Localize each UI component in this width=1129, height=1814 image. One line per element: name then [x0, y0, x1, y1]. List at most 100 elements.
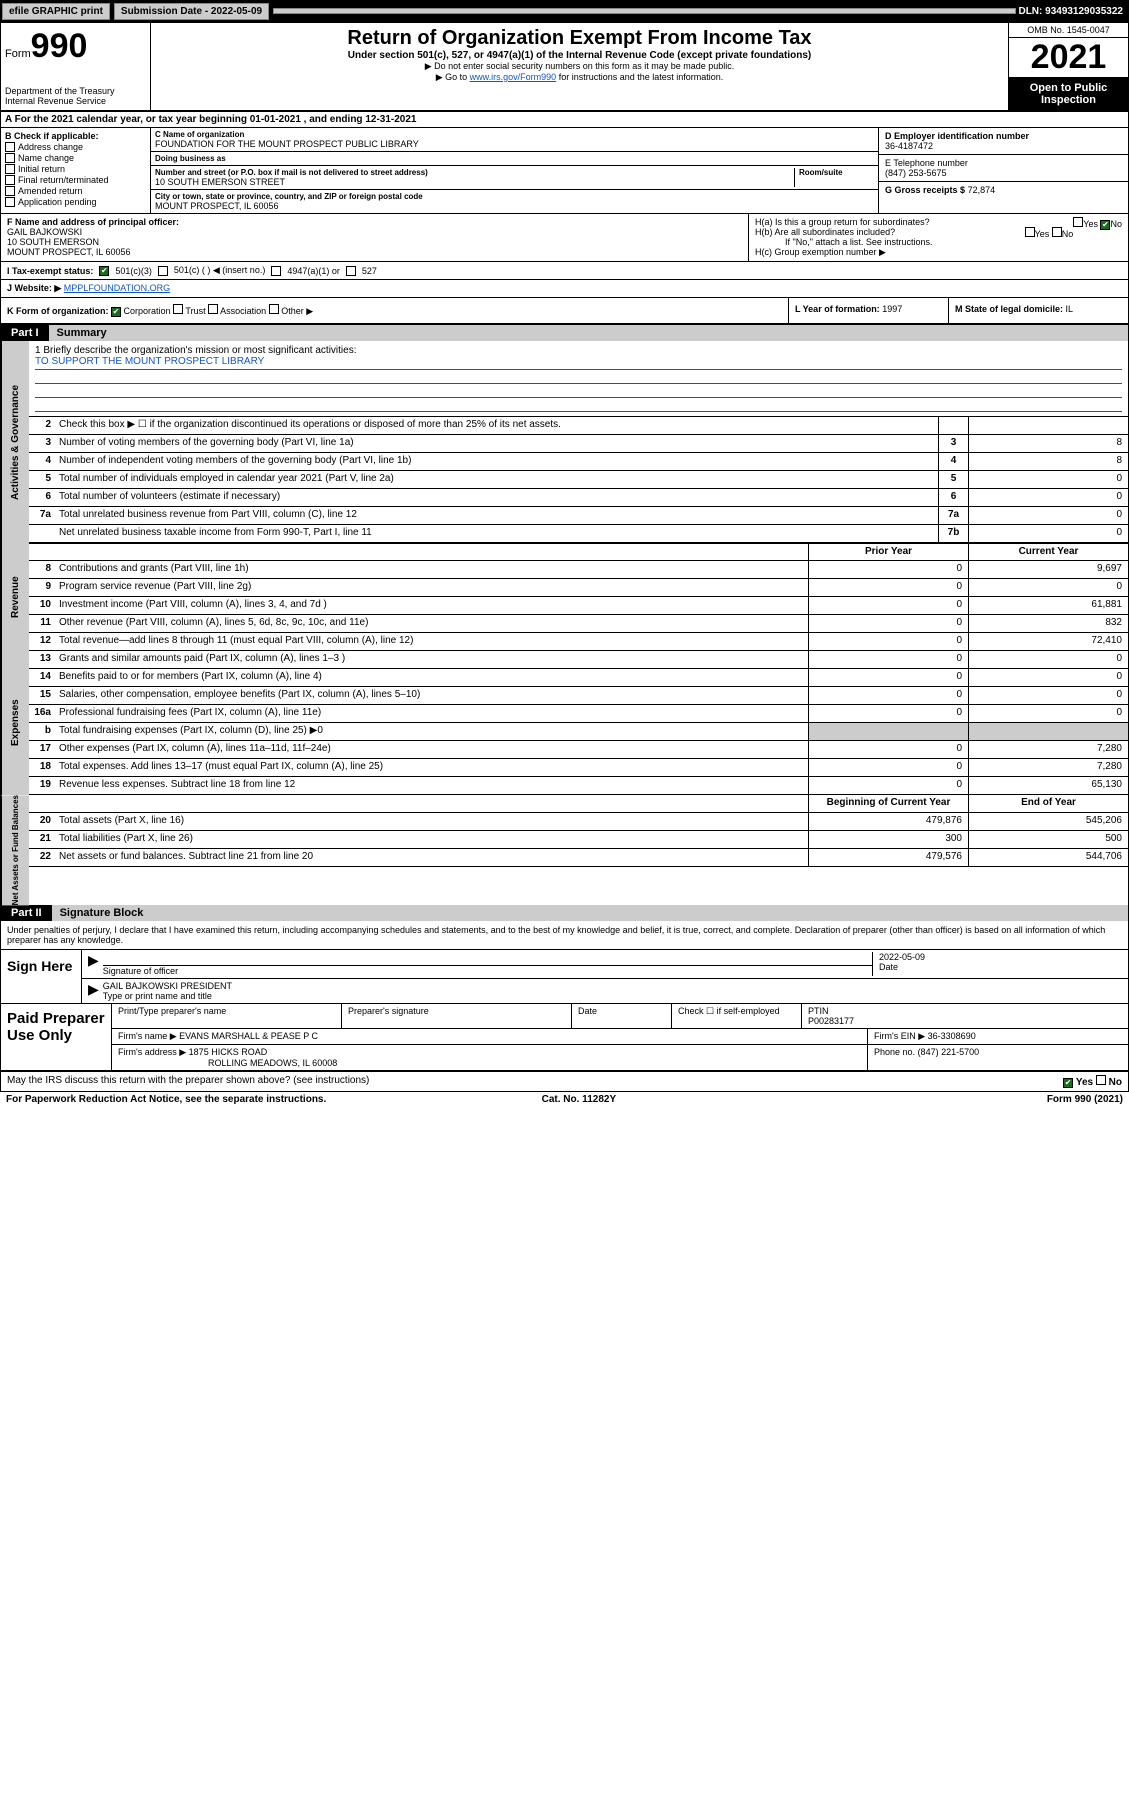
line-desc: Revenue less expenses. Subtract line 18 … — [55, 777, 808, 794]
opt-corp: Corporation — [124, 306, 171, 316]
gov-line: 7aTotal unrelated business revenue from … — [29, 507, 1128, 525]
mission-blank3 — [35, 398, 1122, 412]
part1-tab: Part I — [1, 325, 49, 341]
col-current-year: Current Year — [968, 544, 1128, 560]
chk-name-change[interactable] — [5, 153, 15, 163]
ptin-hdr: PTIN — [808, 1006, 829, 1016]
form-subtitle: Under section 501(c), 527, or 4947(a)(1)… — [155, 50, 1004, 61]
gov-line: Net unrelated business taxable income fr… — [29, 525, 1128, 543]
prior-value — [808, 723, 968, 740]
line-desc: Salaries, other compensation, employee b… — [55, 687, 808, 704]
line-num: 15 — [29, 687, 55, 704]
line-num: 14 — [29, 669, 55, 686]
prior-value: 300 — [808, 831, 968, 848]
org-name-label: C Name of organization — [155, 130, 874, 139]
prior-value: 0 — [808, 741, 968, 758]
chk-assoc[interactable] — [208, 304, 218, 314]
chk-initial-return[interactable] — [5, 164, 15, 174]
irs-link[interactable]: www.irs.gov/Form990 — [470, 72, 557, 82]
gov-line: 6Total number of volunteers (estimate if… — [29, 489, 1128, 507]
firm-phone: (847) 221-5700 — [918, 1047, 980, 1057]
data-line: 13Grants and similar amounts paid (Part … — [29, 651, 1128, 669]
discuss-no[interactable] — [1096, 1075, 1106, 1085]
data-line: bTotal fundraising expenses (Part IX, co… — [29, 723, 1128, 741]
line-num: 4 — [29, 453, 55, 470]
line-num: 7a — [29, 507, 55, 524]
col-end-year: End of Year — [968, 795, 1128, 812]
lbl-app-pending: Application pending — [18, 197, 97, 207]
line-num: 10 — [29, 597, 55, 614]
data-line: 15Salaries, other compensation, employee… — [29, 687, 1128, 705]
line-num: b — [29, 723, 55, 740]
chk-app-pending[interactable] — [5, 197, 15, 207]
ha-label: H(a) Is this a group return for subordin… — [755, 217, 930, 227]
room-label: Room/suite — [799, 168, 874, 177]
chk-527[interactable] — [346, 266, 356, 276]
phone-label: E Telephone number — [885, 158, 968, 168]
section-net-assets: Net Assets or Fund Balances Beginning of… — [1, 795, 1128, 905]
line-desc: Total fundraising expenses (Part IX, col… — [55, 723, 808, 740]
chk-other[interactable] — [269, 304, 279, 314]
efile-print-button[interactable]: efile GRAPHIC print — [2, 3, 110, 20]
cat-no: Cat. No. 11282Y — [542, 1094, 616, 1105]
ha-yes[interactable] — [1073, 217, 1083, 227]
prior-value: 0 — [808, 687, 968, 704]
data-line: 14Benefits paid to or for members (Part … — [29, 669, 1128, 687]
line-desc: Grants and similar amounts paid (Part IX… — [55, 651, 808, 668]
header-right: OMB No. 1545-0047 2021 Open to Public In… — [1008, 23, 1128, 110]
form-prefix: Form — [5, 48, 31, 60]
hb-yes[interactable] — [1025, 227, 1035, 237]
website-link[interactable]: MPPLFOUNDATION.ORG — [64, 283, 170, 293]
line-num: 22 — [29, 849, 55, 866]
hb-no-lbl: No — [1062, 229, 1074, 239]
signature-line[interactable] — [103, 952, 872, 966]
vtab-revenue: Revenue — [1, 543, 29, 651]
chk-4947[interactable] — [271, 266, 281, 276]
officer-name: GAIL BAJKOWSKI — [7, 227, 82, 237]
line-desc: Check this box ▶ ☐ if the organization d… — [55, 417, 938, 434]
part2-tab: Part II — [1, 905, 52, 921]
box-h: H(a) Is this a group return for subordin… — [748, 214, 1128, 261]
chk-corp[interactable]: ✔ — [111, 307, 121, 317]
line-num: 17 — [29, 741, 55, 758]
net-hdr-num — [29, 795, 55, 812]
line-num: 2 — [29, 417, 55, 434]
opt-527: 527 — [362, 266, 377, 276]
prior-value: 0 — [808, 777, 968, 794]
prior-value: 479,876 — [808, 813, 968, 830]
rev-hdr-desc — [55, 544, 808, 560]
chk-501c3[interactable]: ✔ — [99, 266, 109, 276]
prep-name-hdr: Print/Type preparer's name — [112, 1004, 342, 1028]
ha-yes-lbl: Yes — [1083, 219, 1098, 229]
line-desc: Investment income (Part VIII, column (A)… — [55, 597, 808, 614]
firm-name-label: Firm's name ▶ — [118, 1031, 177, 1041]
chk-trust[interactable] — [173, 304, 183, 314]
line-desc: Other revenue (Part VIII, column (A), li… — [55, 615, 808, 632]
lbl-amended: Amended return — [18, 186, 83, 196]
discuss-label: May the IRS discuss this return with the… — [7, 1075, 369, 1088]
row-a-text: A For the 2021 calendar year, or tax yea… — [5, 114, 416, 125]
irs-label: Internal Revenue Service — [5, 96, 146, 106]
discuss-no-lbl: No — [1109, 1077, 1122, 1088]
ha-no[interactable]: ✔ — [1100, 220, 1110, 230]
current-value: 544,706 — [968, 849, 1128, 866]
hb-no[interactable] — [1052, 227, 1062, 237]
chk-amended[interactable] — [5, 186, 15, 196]
gov-line: 2Check this box ▶ ☐ if the organization … — [29, 417, 1128, 435]
opt-assoc: Association — [220, 306, 266, 316]
data-line: 12Total revenue—add lines 8 through 11 (… — [29, 633, 1128, 651]
col-begin-year: Beginning of Current Year — [808, 795, 968, 812]
chk-final-return[interactable] — [5, 175, 15, 185]
form-title: Return of Organization Exempt From Incom… — [155, 27, 1004, 50]
discuss-yes[interactable]: ✔ — [1063, 1078, 1073, 1088]
current-value: 0 — [968, 669, 1128, 686]
data-line: 11Other revenue (Part VIII, column (A), … — [29, 615, 1128, 633]
dept-label: Department of the Treasury — [5, 86, 146, 96]
data-line: 16aProfessional fundraising fees (Part I… — [29, 705, 1128, 723]
year-formation: 1997 — [882, 304, 902, 314]
opt-other: Other ▶ — [281, 306, 313, 316]
chk-address-change[interactable] — [5, 142, 15, 152]
chk-501c[interactable] — [158, 266, 168, 276]
line-desc: Total number of individuals employed in … — [55, 471, 938, 488]
opt-501c3: 501(c)(3) — [115, 266, 152, 276]
